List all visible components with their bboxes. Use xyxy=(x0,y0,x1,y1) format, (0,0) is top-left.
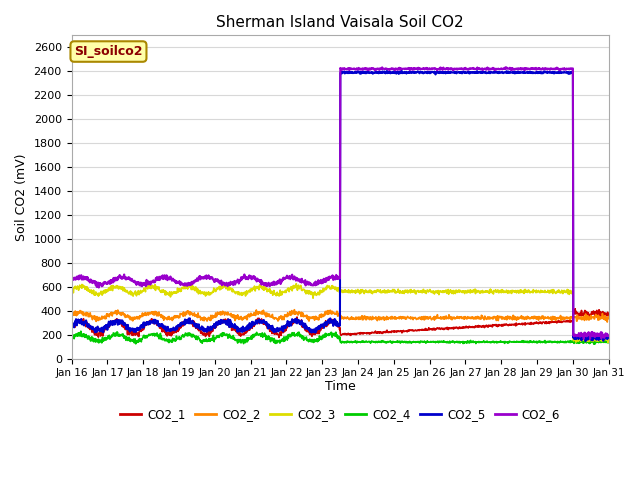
CO2_2 xyxy=(174,314,182,320)
CO2_5 xyxy=(68,322,76,327)
CO2_1 xyxy=(605,312,612,318)
CO2_1 xyxy=(174,329,182,335)
CO2_5 xyxy=(605,334,612,339)
CO2_4 xyxy=(590,341,598,347)
CO2_5 xyxy=(424,70,431,75)
CO2_2 xyxy=(541,314,549,320)
CO2_4 xyxy=(424,339,431,345)
CO2_3 xyxy=(424,288,431,293)
CO2_1 xyxy=(541,320,549,325)
CO2_3 xyxy=(187,283,195,289)
CO2_3 xyxy=(292,281,300,287)
CO2_5 xyxy=(541,69,549,74)
CO2_2 xyxy=(605,314,612,320)
CO2_5 xyxy=(187,319,195,324)
Line: CO2_3: CO2_3 xyxy=(72,284,609,342)
CO2_1 xyxy=(247,324,255,330)
CO2_2 xyxy=(187,310,195,315)
CO2_3 xyxy=(68,288,76,294)
Text: SI_soilco2: SI_soilco2 xyxy=(74,45,143,58)
CO2_4 xyxy=(248,333,255,339)
CO2_6 xyxy=(378,64,386,70)
CO2_5 xyxy=(494,70,502,75)
CO2_6 xyxy=(605,333,612,339)
CO2_4 xyxy=(494,339,502,345)
Line: CO2_1: CO2_1 xyxy=(72,309,609,337)
CO2_3 xyxy=(494,287,502,293)
CO2_5 xyxy=(174,323,182,328)
CO2_2 xyxy=(424,316,431,322)
CO2_3 xyxy=(605,336,612,342)
CO2_2 xyxy=(291,307,298,312)
Line: CO2_4: CO2_4 xyxy=(72,331,609,344)
Line: CO2_6: CO2_6 xyxy=(72,67,609,339)
CO2_5 xyxy=(383,68,391,74)
CO2_4 xyxy=(77,328,84,334)
CO2_6 xyxy=(187,282,195,288)
CO2_2 xyxy=(247,311,255,316)
CO2_2 xyxy=(494,316,502,322)
X-axis label: Time: Time xyxy=(324,380,355,393)
CO2_6 xyxy=(586,336,594,342)
CO2_6 xyxy=(541,66,549,72)
Line: CO2_2: CO2_2 xyxy=(72,310,609,322)
CO2_4 xyxy=(605,339,612,345)
CO2_6 xyxy=(247,274,255,279)
CO2_3 xyxy=(174,289,182,295)
CO2_5 xyxy=(582,338,589,344)
CO2_2 xyxy=(604,319,611,325)
Title: Sherman Island Vaisala Soil CO2: Sherman Island Vaisala Soil CO2 xyxy=(216,15,464,30)
CO2_6 xyxy=(68,277,76,283)
CO2_1 xyxy=(275,335,283,340)
Legend: CO2_1, CO2_2, CO2_3, CO2_4, CO2_5, CO2_6: CO2_1, CO2_2, CO2_3, CO2_4, CO2_5, CO2_6 xyxy=(115,403,565,426)
CO2_4 xyxy=(175,336,182,341)
CO2_1 xyxy=(572,306,579,312)
CO2_3 xyxy=(247,288,255,293)
CO2_4 xyxy=(68,338,76,344)
CO2_6 xyxy=(424,65,431,71)
CO2_6 xyxy=(494,66,502,72)
CO2_1 xyxy=(187,321,195,326)
Line: CO2_5: CO2_5 xyxy=(72,71,609,341)
Y-axis label: Soil CO2 (mV): Soil CO2 (mV) xyxy=(15,153,28,241)
CO2_4 xyxy=(188,334,195,340)
CO2_1 xyxy=(424,327,431,333)
CO2_1 xyxy=(494,322,502,328)
CO2_2 xyxy=(68,313,76,319)
CO2_5 xyxy=(247,323,255,328)
CO2_1 xyxy=(68,325,76,331)
CO2_4 xyxy=(541,340,549,346)
CO2_6 xyxy=(174,279,182,285)
CO2_3 xyxy=(541,289,549,295)
CO2_3 xyxy=(604,339,612,345)
